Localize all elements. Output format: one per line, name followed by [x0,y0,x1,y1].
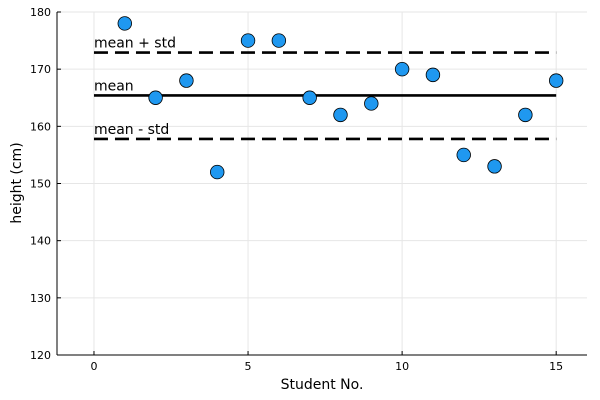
x-tick-label: 5 [245,360,252,373]
data-point [394,61,410,77]
reference-line-label: mean [94,78,134,94]
x-tick-label: 15 [549,360,563,373]
data-point [425,67,441,83]
x-tick-label: 0 [90,360,97,373]
reference-line-label: mean + std [94,36,176,52]
data-points [117,16,564,180]
data-point [117,16,132,31]
data-point [518,107,533,123]
y-tick-label: 130 [30,292,51,305]
reference-line-label: mean - std [94,122,169,138]
y-tick-label: 170 [30,63,51,76]
data-point [148,90,163,105]
y-tick-label: 160 [30,120,51,133]
data-point [333,107,348,123]
reference-lines: mean + std mean mean - std [93,36,557,141]
data-point [302,90,317,105]
x-tick-label: 10 [395,360,409,373]
data-point [487,159,502,174]
data-point [240,33,256,48]
data-point [456,147,471,163]
data-point [548,73,564,88]
axes [56,11,587,356]
y-axis-title: height (cm) [9,142,25,223]
data-point [364,96,379,111]
data-point [271,33,287,48]
y-tick-label: 180 [30,6,51,19]
y-tick-label: 150 [30,178,51,191]
data-point [179,73,194,88]
y-tick-label: 140 [30,235,51,248]
grid [57,11,587,356]
tick-labels: 0 5 10 15 120 130 140 150 160 170 180 [30,6,563,373]
data-point [210,164,225,180]
x-axis-title: Student No. [281,377,364,393]
y-tick-label: 120 [30,349,51,362]
